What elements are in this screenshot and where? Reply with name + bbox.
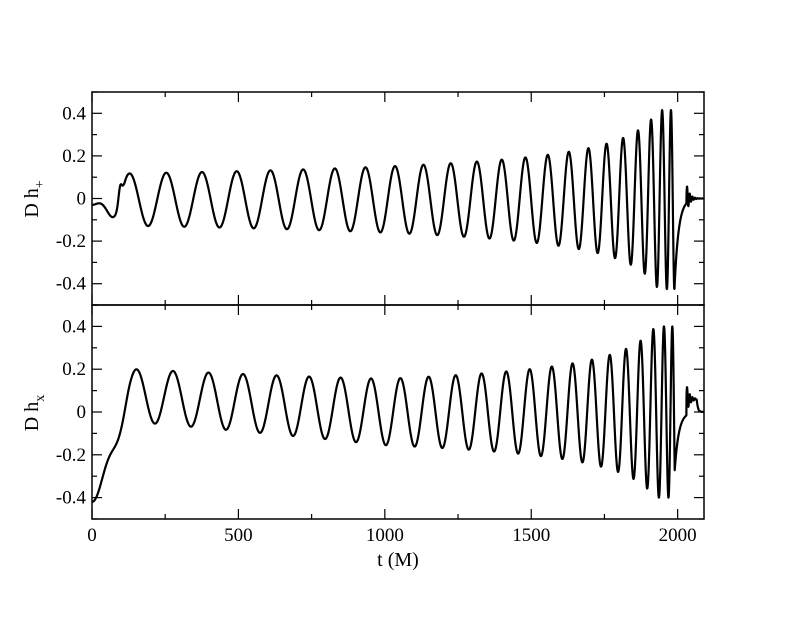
top-panel-frame	[91, 91, 705, 306]
top-panel-ticks	[91, 91, 704, 306]
top-ylabel: D h+	[21, 180, 48, 217]
x-axis-title: t (M)	[377, 549, 419, 571]
bottom-panel-ytick-labels: -0.4 -0.2 0 0.2 0.4	[56, 316, 87, 508]
bottom-waveform-line	[91, 325, 705, 503]
xtick-label: 1500	[512, 525, 550, 546]
top-ytick-label: 0.4	[62, 103, 86, 124]
xtick-label: 0	[87, 525, 97, 546]
top-ylabel-subscript: +	[33, 180, 48, 188]
top-ytick-label: 0.2	[62, 146, 86, 167]
bottom-ytick-label: 0.2	[62, 359, 86, 380]
top-ytick-label: 0	[77, 189, 87, 210]
top-ytick-label: -0.2	[56, 231, 86, 252]
xtick-label: 500	[224, 525, 253, 546]
xtick-label: 2000	[659, 525, 697, 546]
bottom-ytick-label: 0	[77, 402, 87, 423]
top-panel-ytick-labels: -0.4 -0.2 0 0.2 0.4	[56, 103, 87, 294]
bottom-ylabel-subscript: x	[33, 395, 48, 402]
top-ytick-label: -0.4	[56, 274, 87, 295]
xtick-label: 1000	[366, 525, 404, 546]
xtick-labels: 0 500 1000 1500 2000	[87, 525, 696, 546]
top-ylabel-main: D h	[21, 188, 43, 217]
bottom-ylabel: D hx	[21, 395, 48, 431]
bottom-ytick-label: 0.4	[62, 316, 86, 337]
bottom-panel-ticks	[91, 304, 704, 520]
bottom-ytick-label: -0.4	[56, 488, 87, 509]
bottom-ylabel-main: D h	[21, 402, 43, 431]
bottom-panel-curve	[91, 325, 705, 503]
top-panel-curve	[91, 109, 705, 291]
top-waveform-line	[91, 109, 705, 291]
bottom-ytick-label: -0.2	[56, 445, 86, 466]
